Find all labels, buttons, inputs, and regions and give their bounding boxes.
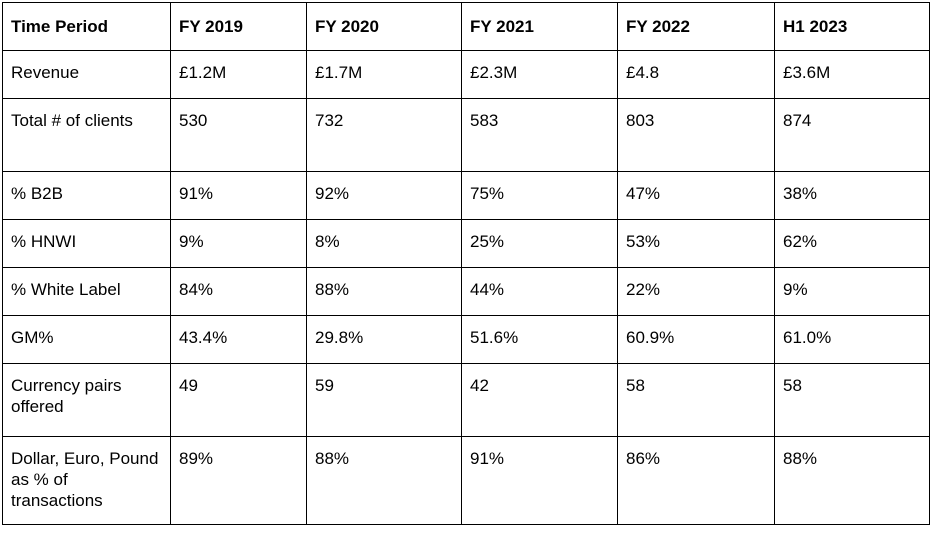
table-cell: 22% (617, 267, 775, 316)
header-time-period: Time Period (2, 2, 171, 51)
table-cell: 62% (774, 219, 930, 268)
table-cell: 59 (306, 363, 462, 437)
table-cell: 47% (617, 171, 775, 220)
table-cell: 38% (774, 171, 930, 220)
row-label: Total # of clients (2, 98, 171, 172)
table-row-revenue: Revenue £1.2M £1.7M £2.3M £4.8 £3.6M (2, 50, 930, 99)
row-label: % B2B (2, 171, 171, 220)
metrics-table: Time Period FY 2019 FY 2020 FY 2021 FY 2… (2, 2, 930, 525)
table-cell: 58 (617, 363, 775, 437)
table-cell: 88% (306, 436, 462, 525)
table-cell: 91% (170, 171, 307, 220)
table-cell: 75% (461, 171, 618, 220)
table-cell: 42 (461, 363, 618, 437)
table-cell: 29.8% (306, 315, 462, 364)
table-cell: 874 (774, 98, 930, 172)
table-cell: 25% (461, 219, 618, 268)
table-row-white-label: % White Label 84% 88% 44% 22% 9% (2, 267, 930, 316)
row-label: GM% (2, 315, 171, 364)
table-cell: 53% (617, 219, 775, 268)
row-label: Dollar, Euro, Pound as % of transactions (2, 436, 171, 525)
table-cell: 92% (306, 171, 462, 220)
row-label: Revenue (2, 50, 171, 99)
header-fy-2019: FY 2019 (170, 2, 307, 51)
table-cell: 51.6% (461, 315, 618, 364)
table-cell: 61.0% (774, 315, 930, 364)
table-cell: 44% (461, 267, 618, 316)
table-cell: 60.9% (617, 315, 775, 364)
header-h1-2023: H1 2023 (774, 2, 930, 51)
table-cell: 732 (306, 98, 462, 172)
row-label: Currency pairs offered (2, 363, 171, 437)
table-row-hnwi: % HNWI 9% 8% 25% 53% 62% (2, 219, 930, 268)
table-cell: 86% (617, 436, 775, 525)
table-cell: 530 (170, 98, 307, 172)
table-cell: 803 (617, 98, 775, 172)
table-cell: £2.3M (461, 50, 618, 99)
table-cell: 88% (774, 436, 930, 525)
table-cell: 58 (774, 363, 930, 437)
table-row-b2b: % B2B 91% 92% 75% 47% 38% (2, 171, 930, 220)
row-label: % HNWI (2, 219, 171, 268)
table-cell: 49 (170, 363, 307, 437)
table-cell: 8% (306, 219, 462, 268)
table-cell: 88% (306, 267, 462, 316)
table-cell: 9% (774, 267, 930, 316)
table-cell: £3.6M (774, 50, 930, 99)
table-row-total-clients: Total # of clients 530 732 583 803 874 (2, 98, 930, 172)
table-row-currency-pairs: Currency pairs offered 49 59 42 58 58 (2, 363, 930, 437)
row-label: % White Label (2, 267, 171, 316)
table-cell: £4.8 (617, 50, 775, 99)
table-cell: 84% (170, 267, 307, 316)
header-fy-2020: FY 2020 (306, 2, 462, 51)
table-cell: 583 (461, 98, 618, 172)
table-cell: 9% (170, 219, 307, 268)
table-cell: £1.7M (306, 50, 462, 99)
table-cell: 43.4% (170, 315, 307, 364)
header-fy-2022: FY 2022 (617, 2, 775, 51)
header-fy-2021: FY 2021 (461, 2, 618, 51)
table-cell: 91% (461, 436, 618, 525)
table-row-gm: GM% 43.4% 29.8% 51.6% 60.9% 61.0% (2, 315, 930, 364)
table-row-major-currencies: Dollar, Euro, Pound as % of transactions… (2, 436, 930, 525)
header-row: Time Period FY 2019 FY 2020 FY 2021 FY 2… (2, 2, 930, 51)
table-cell: 89% (170, 436, 307, 525)
table-cell: £1.2M (170, 50, 307, 99)
